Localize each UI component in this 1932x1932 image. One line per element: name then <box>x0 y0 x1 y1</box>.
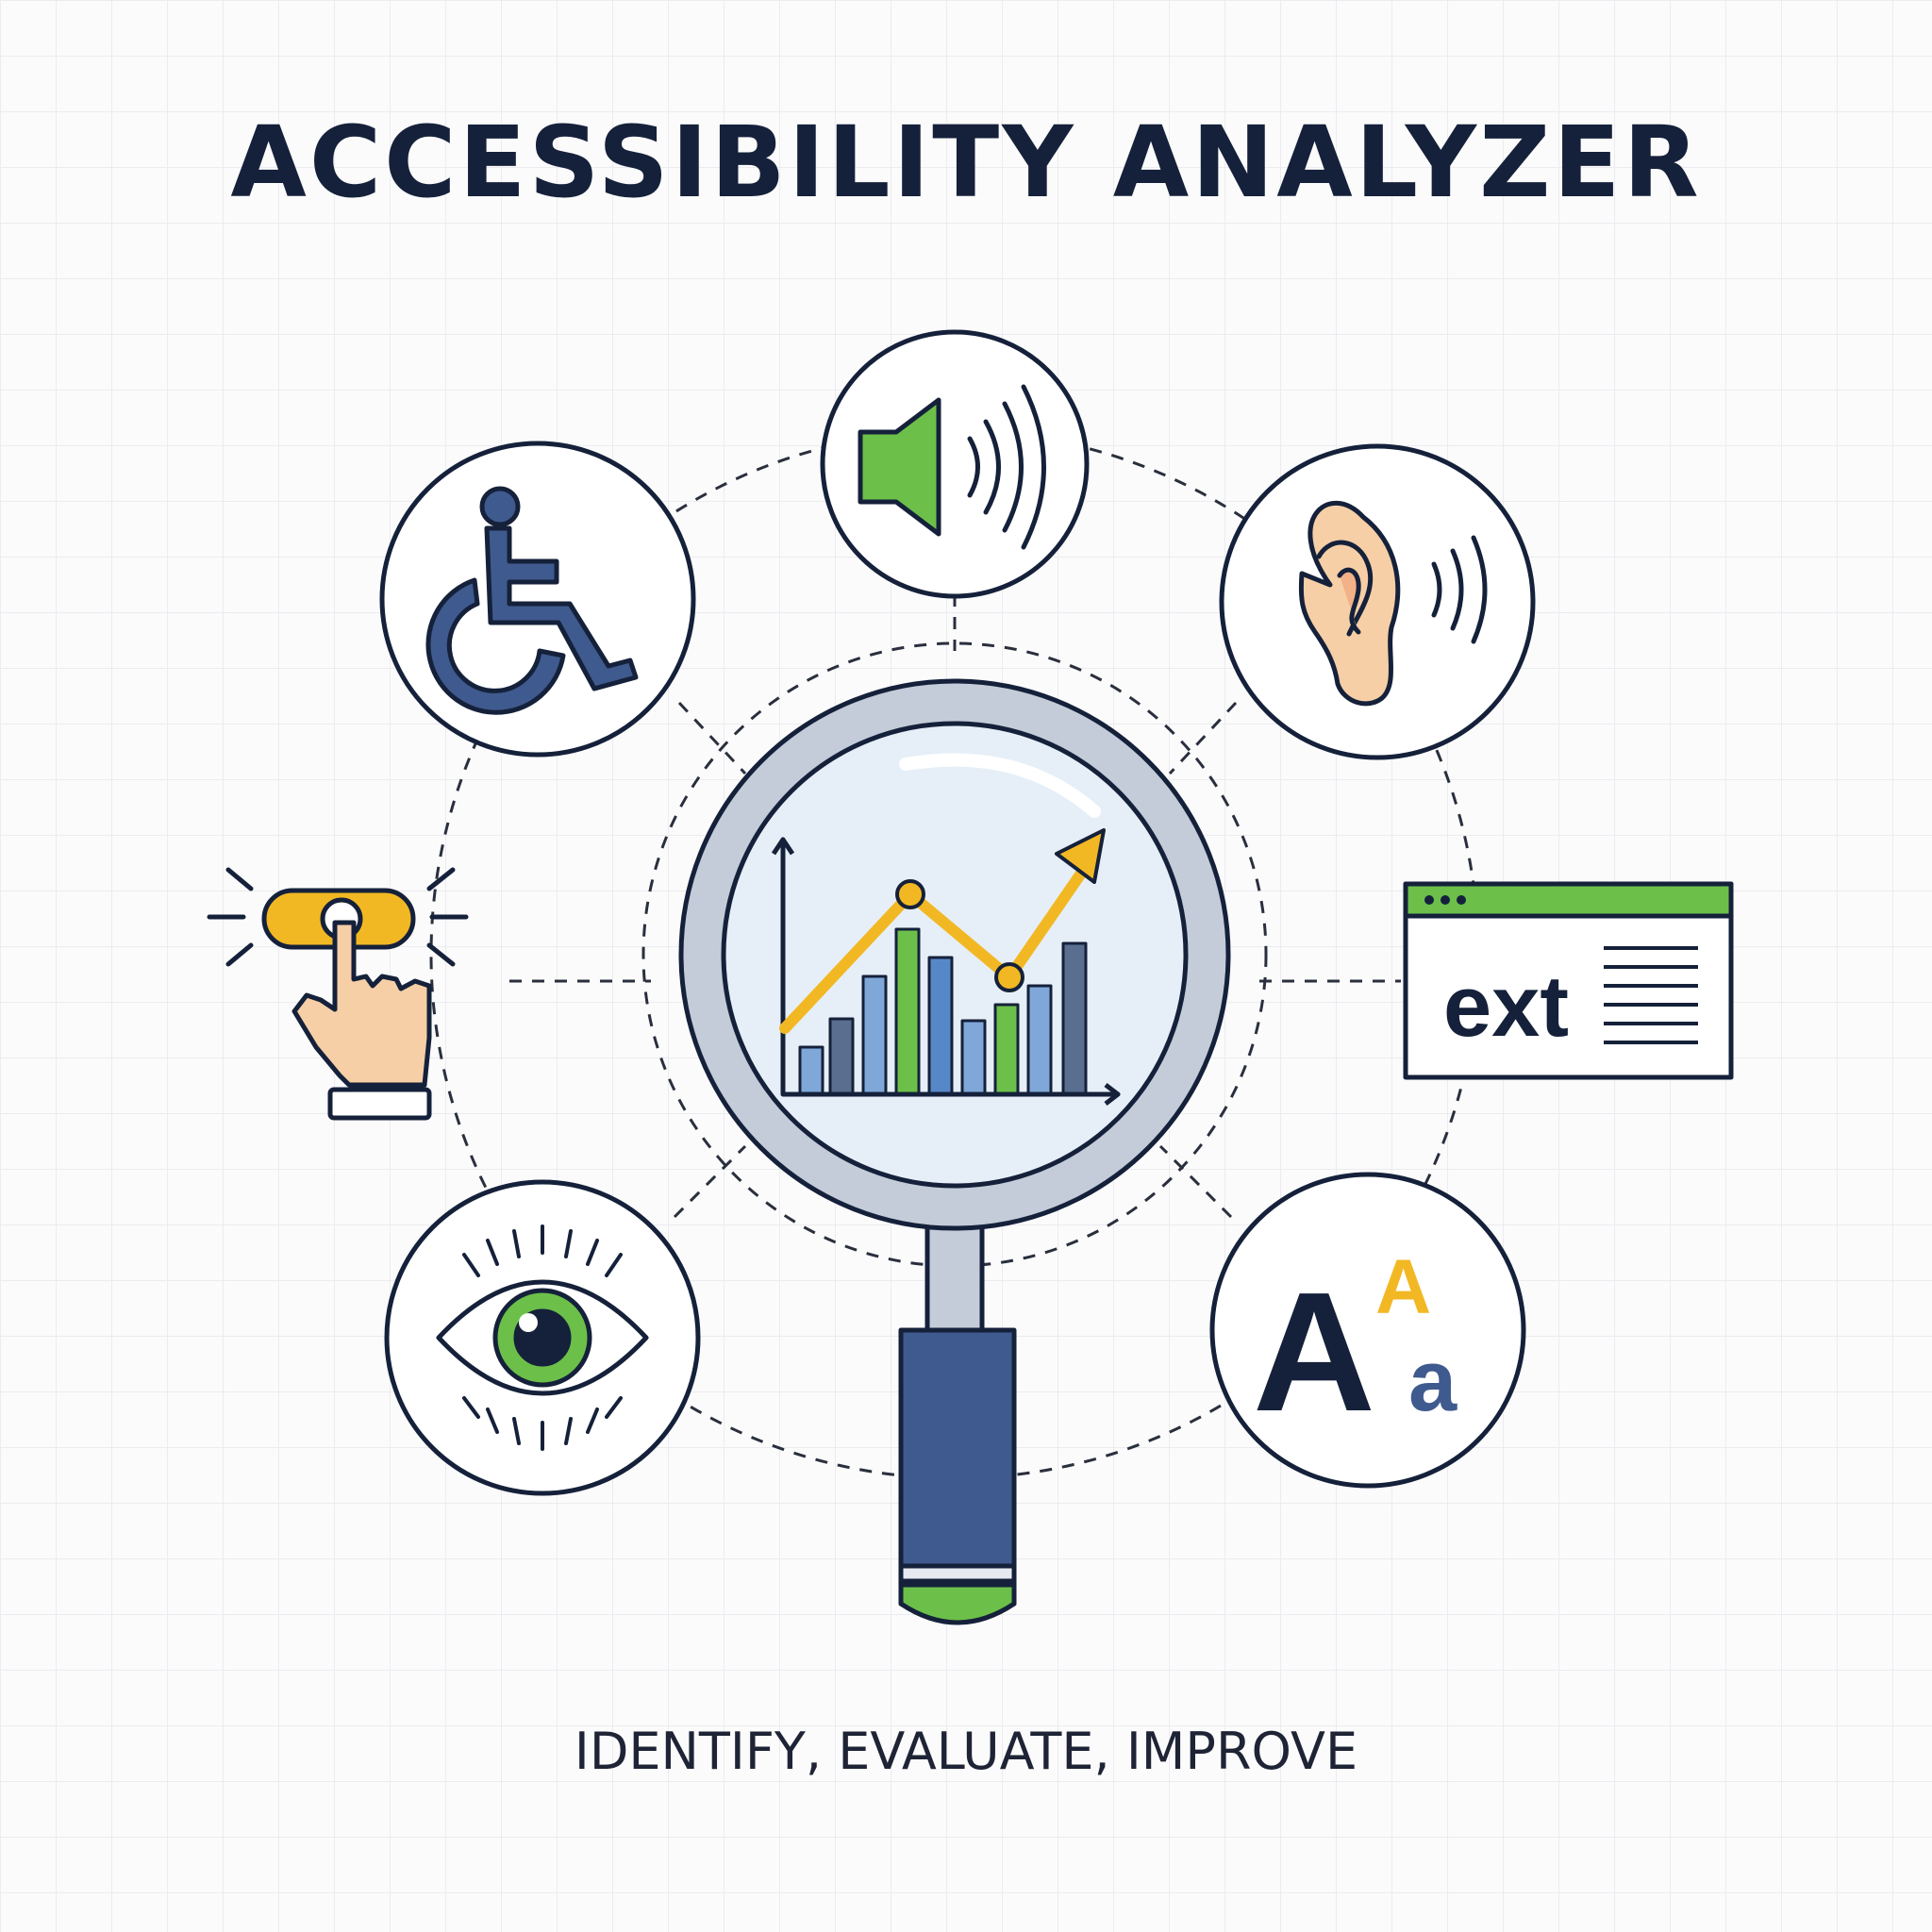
magnifier-chart-icon <box>678 678 1231 1625</box>
speaker-icon <box>858 384 1046 550</box>
wheelchair-icon <box>425 486 639 715</box>
ear-icon <box>1298 500 1488 707</box>
eye-icon <box>436 1224 649 1451</box>
page-title: ACCESSIBILITY ANALYZER <box>230 105 1702 220</box>
font-size-glyph-large: A <box>1253 1257 1375 1447</box>
font-size-icon: A A a <box>1253 1244 1457 1447</box>
tap-button-icon <box>207 867 469 1121</box>
window-text: ext <box>1443 958 1569 1055</box>
text-window-icon <box>1403 881 1734 1080</box>
font-size-glyph-small-upper: A <box>1375 1244 1431 1330</box>
inner-dashed-ring <box>641 641 1268 1268</box>
tagline: IDENTIFY, EVALUATE, IMPROVE <box>574 1722 1358 1781</box>
font-size-glyph-small-lower: a <box>1408 1333 1457 1429</box>
